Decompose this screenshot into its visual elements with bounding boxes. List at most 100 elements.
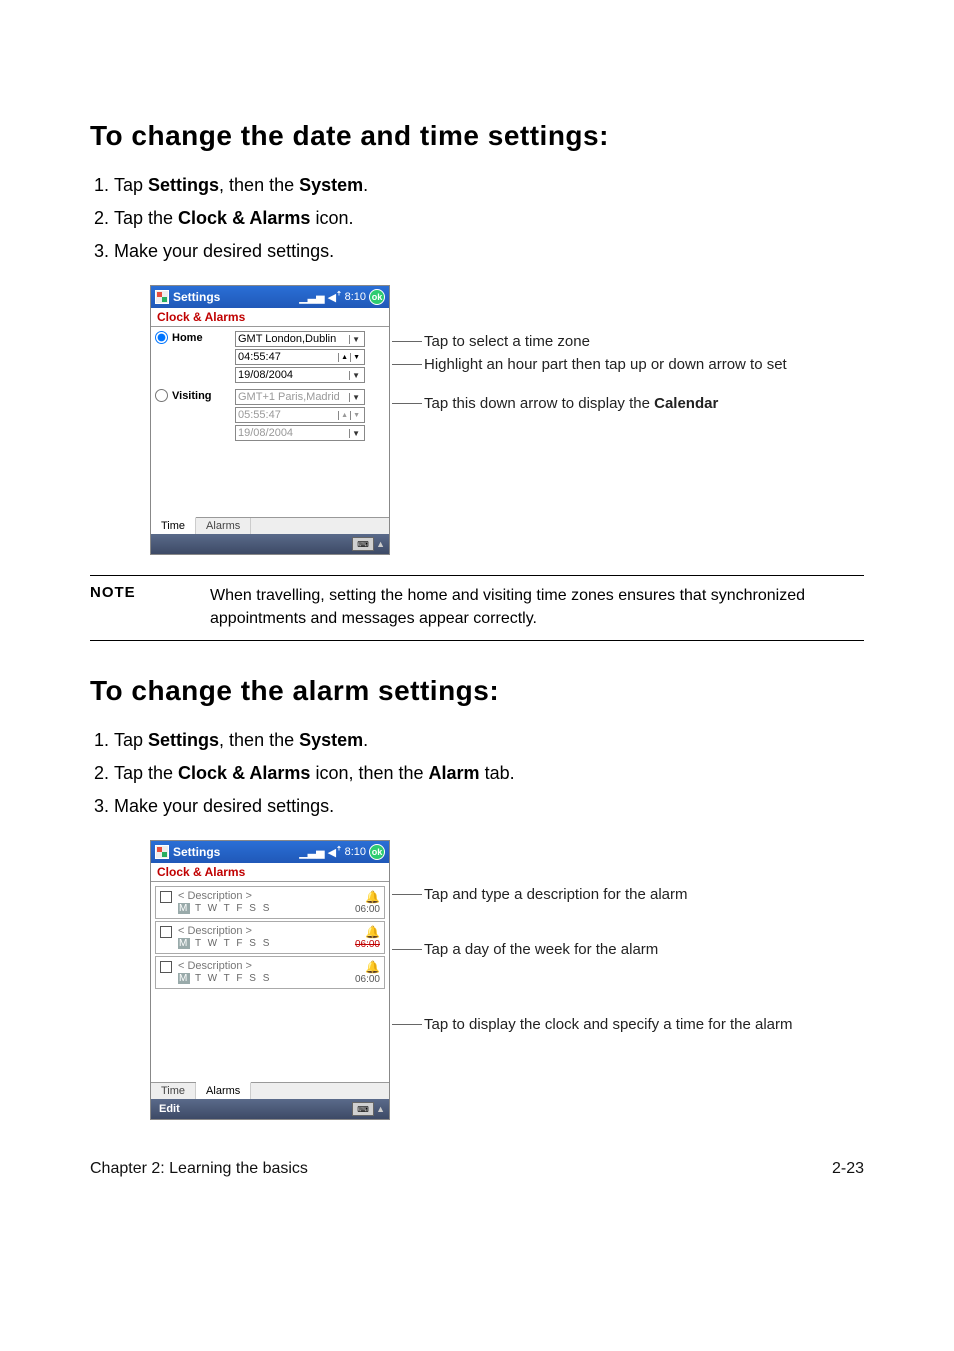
section2-step-1: Tap Settings, then the System. <box>114 727 864 754</box>
visiting-date-select[interactable]: 19/08/2004▼ <box>235 425 365 441</box>
titlebar-time-2: 8:10 <box>345 846 366 858</box>
chevron-down-icon[interactable]: ▼ <box>349 393 362 402</box>
tab-alarms-2[interactable]: Alarms <box>196 1082 251 1099</box>
section2-title: To change the alarm settings: <box>90 675 864 707</box>
chevron-down-icon[interactable]: ▼ <box>349 335 362 344</box>
visiting-radio-label[interactable]: Visiting <box>155 389 235 402</box>
ok-button-2[interactable]: ok <box>369 844 385 860</box>
speaker-icon: ◀ꜛ <box>328 291 342 304</box>
pda-footer: ⌨ ▲ <box>151 534 389 554</box>
alarm-time[interactable]: 06:00 <box>355 939 380 950</box>
alarm-checkbox[interactable] <box>160 926 172 938</box>
home-timezone-select[interactable]: GMT London,Dublin▼ <box>235 331 365 347</box>
home-label-text: Home <box>172 332 203 344</box>
chevron-down-icon[interactable]: ▼ <box>349 371 362 380</box>
screenshot1-wrap: Settings ▁▃▅ ◀ꜛ 8:10 ok Clock & Alarms H… <box>150 285 864 555</box>
spin-down-icon[interactable]: ▼ <box>350 353 362 362</box>
visiting-timezone-select[interactable]: GMT+1 Paris,Madrid▼ <box>235 389 365 405</box>
note-block: NOTE When travelling, setting the home a… <box>90 575 864 641</box>
alarm-days[interactable]: M T W T F S S <box>178 903 349 914</box>
spin-up-icon[interactable]: ▲ <box>338 411 350 420</box>
signal-icon: ▁▃▅ <box>299 846 324 859</box>
bell-icon[interactable]: 🔔 <box>355 890 380 904</box>
visiting-label-text: Visiting <box>172 390 212 402</box>
alarm-description[interactable]: < Description > <box>178 925 349 937</box>
pda-titlebar: Settings ▁▃▅ ◀ꜛ 8:10 ok <box>151 286 389 308</box>
note-label: NOTE <box>90 584 210 630</box>
pda-body-alarms: < Description > M T W T F S S 🔔 06:00 < … <box>151 882 389 1082</box>
annot-calendar: Tap this down arrow to display the Calen… <box>424 393 787 414</box>
pda-body-time: Home GMT London,Dublin▼ 04:55:47 ▲▼ 19/0… <box>151 327 389 517</box>
alarm-row-1[interactable]: < Description > M T W T F S S 🔔 06:00 <box>155 886 385 919</box>
titlebar-status: ▁▃▅ ◀ꜛ 8:10 ok <box>299 289 385 305</box>
alarm-time[interactable]: 06:00 <box>355 974 380 985</box>
section1-step-2: Tap the Clock & Alarms icon. <box>114 205 864 232</box>
footer-chapter: Chapter 2: Learning the basics <box>90 1160 308 1178</box>
visiting-radio[interactable] <box>155 389 168 402</box>
pda-subheader: Clock & Alarms <box>151 308 389 327</box>
annot-timezone: Tap to select a time zone <box>424 331 787 352</box>
page-footer: Chapter 2: Learning the basics 2-23 <box>90 1160 864 1178</box>
annot-alarm-time: Tap to display the clock and specify a t… <box>424 1014 793 1035</box>
footer-edit[interactable]: Edit <box>155 1103 180 1115</box>
home-radio-label[interactable]: Home <box>155 331 235 344</box>
alarm-checkbox[interactable] <box>160 891 172 903</box>
pda-tabs-2: Time Alarms <box>151 1082 389 1099</box>
home-time-input[interactable]: 04:55:47 ▲▼ <box>235 349 365 365</box>
pda-subheader-2: Clock & Alarms <box>151 863 389 882</box>
pda-screen-time: Settings ▁▃▅ ◀ꜛ 8:10 ok Clock & Alarms H… <box>150 285 390 555</box>
section1-step-1: Tap Settings, then the System. <box>114 172 864 199</box>
section2-steps: Tap Settings, then the System. Tap the C… <box>114 727 864 820</box>
alarm-row-3[interactable]: < Description > M T W T F S S 🔔 06:00 <box>155 956 385 989</box>
alarm-description[interactable]: < Description > <box>178 890 349 902</box>
section1-steps: Tap Settings, then the System. Tap the C… <box>114 172 864 265</box>
pda-titlebar-2: Settings ▁▃▅ ◀ꜛ 8:10 ok <box>151 841 389 863</box>
tab-time-2[interactable]: Time <box>151 1083 196 1099</box>
titlebar-time: 8:10 <box>345 291 366 303</box>
section1-title: To change the date and time settings: <box>90 120 864 152</box>
keyboard-icon[interactable]: ⌨ <box>352 1102 374 1116</box>
pda-subtitle: Clock & Alarms <box>157 310 245 324</box>
tab-alarms[interactable]: Alarms <box>196 518 251 534</box>
annot-alarm-day: Tap a day of the week for the alarm <box>424 939 793 960</box>
titlebar-title-2: Settings <box>173 845 220 859</box>
pda-tabs: Time Alarms <box>151 517 389 534</box>
pda-screen-alarms: Settings ▁▃▅ ◀ꜛ 8:10 ok Clock & Alarms <… <box>150 840 390 1120</box>
alarm-checkbox[interactable] <box>160 961 172 973</box>
home-radio[interactable] <box>155 331 168 344</box>
spin-up-icon[interactable]: ▲ <box>338 353 350 362</box>
section2-step-3: Make your desired settings. <box>114 793 864 820</box>
footer-page-number: 2-23 <box>832 1160 864 1178</box>
pda-footer-2: Edit ⌨ ▲ <box>151 1099 389 1119</box>
spin-down-icon[interactable]: ▼ <box>350 411 362 420</box>
annot-alarm-desc: Tap and type a description for the alarm <box>424 884 793 905</box>
ok-button[interactable]: ok <box>369 289 385 305</box>
pda-subtitle-2: Clock & Alarms <box>157 865 245 879</box>
windows-icon[interactable] <box>155 845 169 859</box>
section1-step-3: Make your desired settings. <box>114 238 864 265</box>
footer-up-icon[interactable]: ▲ <box>376 1104 385 1114</box>
shot2-annotations: Tap and type a description for the alarm… <box>424 840 793 1037</box>
alarm-row-2[interactable]: < Description > M T W T F S S 🔔 06:00 <box>155 921 385 954</box>
signal-icon: ▁▃▅ <box>299 291 324 304</box>
alarm-time[interactable]: 06:00 <box>355 904 380 915</box>
screenshot2-wrap: Settings ▁▃▅ ◀ꜛ 8:10 ok Clock & Alarms <… <box>150 840 864 1120</box>
annot-hour: Highlight an hour part then tap up or do… <box>424 354 787 375</box>
shot1-annotations: Tap to select a time zone Highlight an h… <box>424 285 787 416</box>
speaker-icon: ◀ꜛ <box>328 846 342 859</box>
bell-icon[interactable]: 🔔 <box>355 960 380 974</box>
titlebar-title: Settings <box>173 290 220 304</box>
bell-icon[interactable]: 🔔 <box>355 925 380 939</box>
visiting-time-input[interactable]: 05:55:47 ▲▼ <box>235 407 365 423</box>
home-date-select[interactable]: 19/08/2004▼ <box>235 367 365 383</box>
alarm-days[interactable]: M T W T F S S <box>178 973 349 984</box>
chevron-down-icon[interactable]: ▼ <box>349 429 362 438</box>
section2-step-2: Tap the Clock & Alarms icon, then the Al… <box>114 760 864 787</box>
alarm-days[interactable]: M T W T F S S <box>178 938 349 949</box>
windows-icon[interactable] <box>155 290 169 304</box>
footer-up-icon[interactable]: ▲ <box>376 539 385 549</box>
keyboard-icon[interactable]: ⌨ <box>352 537 374 551</box>
note-text: When travelling, setting the home and vi… <box>210 584 864 630</box>
tab-time[interactable]: Time <box>151 517 196 534</box>
alarm-description[interactable]: < Description > <box>178 960 349 972</box>
